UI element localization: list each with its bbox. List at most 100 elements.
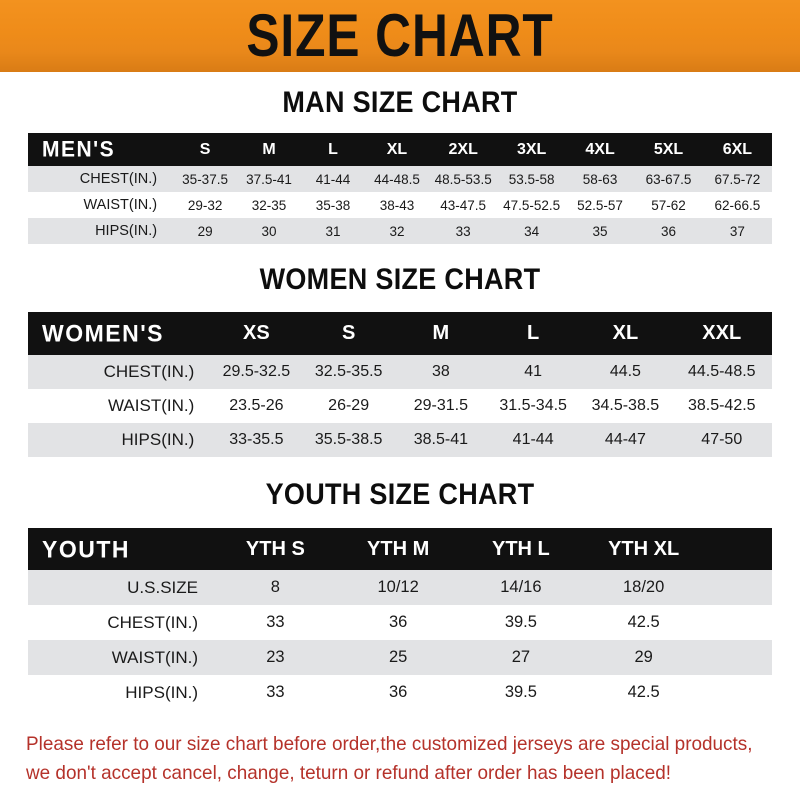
table-cell: 34.5-38.5 [591, 397, 660, 414]
table-cell: 41-44 [315, 171, 351, 187]
table-cell: 29 [197, 223, 213, 239]
table-cell: 41-44 [512, 431, 554, 448]
women-section-title: WOMEN SIZE CHART [259, 262, 541, 296]
table-cell: 57-62 [651, 197, 686, 213]
men-table-wrap: MEN'S S M L XL 2XL 3XL 4XL 5XL 6XL CHEST… [28, 133, 772, 244]
table-cell: 67.5-72 [714, 171, 761, 187]
table-cell: 25 [388, 648, 408, 666]
table-cell: 47.5-52.5 [503, 197, 561, 213]
men-header-row: MEN'S S M L XL 2XL 3XL 4XL 5XL 6XL [28, 133, 772, 166]
men-size-col-m: M [262, 140, 276, 158]
table-cell: 37.5-41 [246, 171, 292, 187]
table-cell: 33 [266, 613, 285, 631]
women-size-col-xs: XS [243, 322, 270, 344]
youth-section-title: YOUTH SIZE CHART [265, 477, 535, 511]
table-cell: 44.5 [609, 363, 641, 380]
table-cell: 33 [266, 683, 285, 701]
table-cell: 53.5-58 [508, 171, 555, 187]
table-cell: 35-38 [315, 197, 351, 213]
youth-row-label-chest: CHEST(IN.) [107, 612, 198, 632]
women-row-label-waist: WAIST(IN.) [108, 396, 195, 415]
table-row: CHEST(IN.) 29.5-32.5 32.5-35.5 38 41 44.… [28, 355, 772, 389]
table-row: HIPS(IN.) 33-35.5 35.5-38.5 38.5-41 41-4… [28, 423, 772, 457]
table-cell: 32 [389, 223, 405, 239]
women-size-col-xxl: XXL [702, 322, 742, 344]
table-cell: 58-63 [582, 171, 618, 187]
table-row: U.S.SIZE 8 10/12 14/16 18/20 [28, 570, 772, 605]
table-cell: 36 [388, 683, 408, 701]
men-size-col-6xl: 6XL [722, 140, 753, 158]
table-cell: 38 [431, 363, 450, 380]
women-size-table: WOMEN'S XS S M L XL XXL CHEST(IN.) 29.5-… [28, 312, 772, 457]
table-cell: 36 [388, 613, 408, 631]
table-cell: 35 [592, 223, 608, 239]
men-size-col-5xl: 5XL [653, 140, 684, 158]
table-cell: 48.5-53.5 [434, 171, 492, 187]
table-cell: 10/12 [377, 578, 419, 596]
table-cell: 38.5-41 [413, 431, 469, 448]
youth-size-col-l: YTH L [491, 537, 550, 560]
table-cell: 32-35 [251, 197, 287, 213]
table-cell: 35-37.5 [182, 171, 228, 187]
men-size-col-2xl: 2XL [448, 140, 478, 158]
women-header-row: WOMEN'S XS S M L XL XXL [28, 312, 772, 355]
women-row-label-hips: HIPS(IN.) [121, 430, 195, 449]
women-size-col-l: L [527, 322, 540, 344]
table-cell: 8 [270, 578, 280, 596]
page-title: SIZE CHART [246, 2, 554, 70]
table-cell: 26-29 [328, 397, 370, 414]
disclaimer-line-2: we don't accept cancel, change, teturn o… [26, 762, 672, 785]
disclaimer-line-1: Please refer to our size chart before or… [26, 733, 753, 755]
table-cell: 27 [511, 648, 531, 666]
youth-row-label-ussize: U.S.SIZE [127, 577, 198, 597]
table-row: CHEST(IN.) 35-37.5 37.5-41 41-44 44-48.5… [28, 166, 772, 192]
table-row: HIPS(IN.) 29 30 31 32 33 34 35 36 37 [28, 218, 772, 244]
table-cell: 38-43 [379, 197, 415, 213]
table-cell: 47-50 [701, 431, 743, 448]
table-cell: 52.5-57 [577, 197, 623, 213]
table-cell: 41 [524, 363, 543, 380]
table-cell: 29-31.5 [413, 397, 469, 414]
youth-header-label: YOUTH [42, 534, 130, 563]
table-cell: 29-32 [187, 197, 223, 213]
table-cell: 35.5-38.5 [314, 431, 383, 448]
men-size-col-4xl: 4XL [585, 140, 615, 158]
men-header-label: MEN'S [42, 136, 116, 162]
youth-table-wrap: YOUTH YTH S YTH M YTH L YTH XL U.S.SIZE … [28, 528, 772, 710]
men-size-col-l: L [328, 140, 338, 158]
table-cell: 44.5-48.5 [687, 363, 756, 380]
table-cell: 39.5 [504, 683, 537, 701]
table-cell: 29.5-32.5 [222, 363, 291, 380]
table-cell: 14/16 [500, 578, 542, 596]
youth-size-col-xl: YTH XL [608, 537, 680, 560]
table-cell: 44-47 [604, 431, 646, 448]
table-cell: 36 [660, 223, 677, 239]
table-cell-spacer [705, 605, 772, 640]
women-header-label: WOMEN'S [42, 319, 165, 347]
table-cell: 23.5-26 [229, 397, 284, 414]
men-row-label-waist: WAIST(IN.) [83, 197, 158, 213]
table-cell: 63-67.5 [645, 171, 692, 187]
table-cell: 42.5 [627, 613, 660, 631]
women-table-wrap: WOMEN'S XS S M L XL XXL CHEST(IN.) 29.5-… [28, 312, 772, 457]
table-cell: 33 [455, 223, 471, 239]
women-size-col-s: S [341, 322, 356, 344]
table-cell-spacer [705, 640, 772, 675]
table-cell: 29 [634, 648, 653, 666]
men-row-label-chest: CHEST(IN.) [79, 171, 158, 187]
women-size-col-m: M [432, 322, 450, 344]
table-cell: 44-48.5 [374, 171, 420, 187]
table-cell: 32.5-35.5 [314, 363, 383, 380]
youth-row-label-hips: HIPS(IN.) [125, 682, 198, 702]
table-row: WAIST(IN.) 23 25 27 29 [28, 640, 772, 675]
table-cell: 38.5-42.5 [687, 397, 756, 414]
table-cell-spacer [705, 675, 772, 710]
table-cell: 18/20 [622, 578, 665, 596]
table-cell: 43-47.5 [440, 197, 487, 213]
table-cell: 30 [261, 223, 277, 239]
table-cell: 34 [524, 223, 540, 239]
youth-size-table: YOUTH YTH S YTH M YTH L YTH XL U.S.SIZE … [28, 528, 772, 710]
page-banner: SIZE CHART [0, 0, 800, 72]
youth-header-spacer [705, 528, 772, 570]
men-size-col-3xl: 3XL [516, 140, 547, 158]
